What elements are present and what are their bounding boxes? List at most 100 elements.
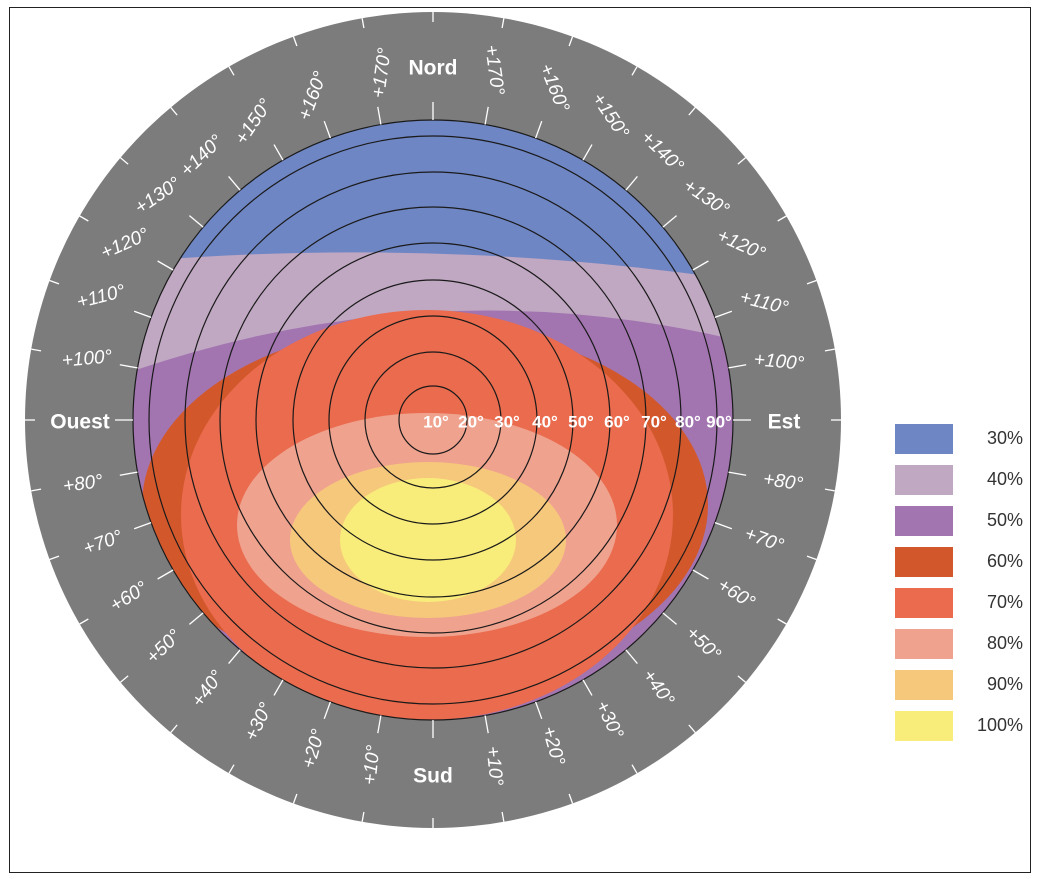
rim-label: +100° <box>61 346 113 371</box>
legend-item: 40% <box>895 459 1023 500</box>
rim-tick <box>157 260 174 271</box>
legend-swatch <box>895 710 953 741</box>
legend-swatch <box>895 587 953 618</box>
legend-item: 70% <box>895 582 1023 623</box>
rim-tick <box>582 144 593 161</box>
zone-100 <box>340 478 516 602</box>
rim-tick <box>501 18 505 29</box>
legend-item: 30% <box>895 418 1023 459</box>
rim-tick <box>377 106 382 125</box>
elevation-ring <box>219 206 647 634</box>
rim-label: +10° <box>359 744 384 786</box>
rim-tick <box>133 310 152 319</box>
legend-label: 30% <box>986 428 1023 448</box>
legend: 30% 40% 50% 60% 70% 80% 90% 100% <box>895 418 1023 746</box>
rim-tick <box>31 488 42 492</box>
rim-tick <box>49 279 60 285</box>
rim-tick <box>484 715 489 734</box>
rim-tick <box>361 18 365 29</box>
direction-east: Est <box>768 411 801 434</box>
legend-item: 100% <box>895 705 1023 746</box>
rim-tick <box>188 215 204 228</box>
rim-tick <box>292 36 298 47</box>
rim-tick <box>120 157 129 165</box>
rim-tick <box>79 618 89 625</box>
ring-label: 90° <box>706 413 732 432</box>
legend-item: 50% <box>895 500 1023 541</box>
legend-swatch <box>895 505 953 536</box>
elevation-ring <box>328 315 538 525</box>
rim-tick <box>625 649 638 665</box>
ring-label: 10° <box>423 413 449 432</box>
ring-label: 70° <box>641 413 667 432</box>
rim-tick <box>228 66 235 76</box>
rim-tick <box>631 66 638 76</box>
legend-label: 50% <box>986 510 1023 530</box>
rim-tick <box>228 764 235 774</box>
rim-ticks <box>25 12 841 828</box>
rim-tick <box>228 649 241 665</box>
rim-tick <box>806 279 817 285</box>
rim-tick <box>631 764 638 774</box>
rim-tick <box>688 107 696 116</box>
rim-tick <box>534 701 543 720</box>
rim-tick <box>777 215 787 222</box>
rim-tick <box>323 701 332 720</box>
elevation-ring <box>255 242 611 598</box>
ring-label: 40° <box>532 413 558 432</box>
rim-tick <box>323 120 332 139</box>
rim-tick <box>625 175 638 191</box>
rim-label: +10° <box>481 745 506 787</box>
elevation-ring <box>184 171 682 669</box>
elevation-ring <box>398 385 468 455</box>
legend-label: 80% <box>986 633 1023 653</box>
rim-tick <box>292 793 298 804</box>
rim-tick <box>714 521 733 530</box>
rim-tick <box>228 175 241 191</box>
legend-swatch <box>895 423 953 454</box>
legend-label: 100% <box>976 715 1023 735</box>
rim-tick <box>582 679 593 696</box>
rim-tick <box>568 793 574 804</box>
legend-swatch <box>895 464 953 495</box>
legend-item: 60% <box>895 541 1023 582</box>
rim-tick <box>119 471 138 476</box>
ring-label: 80° <box>675 413 701 432</box>
rim-tick <box>31 348 42 352</box>
rim-tick <box>824 348 835 352</box>
rim-tick <box>688 724 696 733</box>
legend-item: 80% <box>895 623 1023 664</box>
direction-south: Sud <box>413 765 453 788</box>
rim-tick <box>119 364 138 369</box>
yield-zones <box>133 120 733 720</box>
rim-tick <box>806 555 817 561</box>
rim-tick <box>728 364 747 369</box>
rim-tick <box>534 120 543 139</box>
direction-north: Nord <box>409 57 458 80</box>
rim-tick <box>737 675 746 683</box>
elevation-ring <box>364 351 502 489</box>
rim-tick <box>157 569 174 580</box>
rim-tick <box>188 612 204 625</box>
ring-label: 20° <box>458 413 484 432</box>
rim-tick <box>728 471 747 476</box>
ring-label: 30° <box>494 413 520 432</box>
rim-tick <box>737 157 746 165</box>
legend-swatch <box>895 546 953 577</box>
rim-tick <box>692 260 709 271</box>
legend-swatch <box>895 628 953 659</box>
elevation-ring <box>292 279 574 561</box>
legend-label: 90% <box>986 674 1023 694</box>
rim-tick <box>662 215 678 228</box>
ring-label: 60° <box>604 413 630 432</box>
rim-tick <box>273 679 284 696</box>
legend-label: 40% <box>986 469 1023 489</box>
legend-item: 90% <box>895 664 1023 705</box>
legend-swatch <box>895 669 953 700</box>
direction-west: Ouest <box>50 411 110 434</box>
ring-label: 50° <box>568 413 594 432</box>
rim-tick <box>501 811 505 822</box>
rim-tick <box>170 724 178 733</box>
legend-label: 60% <box>986 551 1023 571</box>
